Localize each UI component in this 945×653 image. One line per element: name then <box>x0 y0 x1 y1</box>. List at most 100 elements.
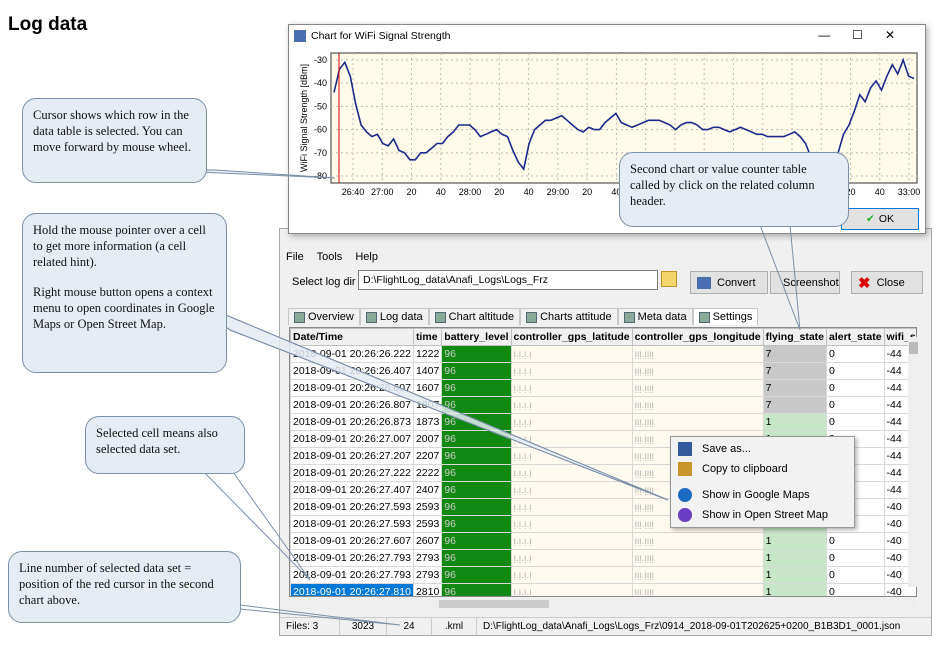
table-cell[interactable]: ᴉᴉᴉ.ᴉᴉᴉᴉ <box>631 583 764 596</box>
tab-chart-altitude[interactable]: Chart altitude <box>428 308 521 325</box>
folder-open-icon[interactable] <box>661 271 677 287</box>
table-cell[interactable]: ᴉᴉᴉ.ᴉᴉᴉᴉ <box>631 413 764 431</box>
table-cell[interactable]: 2018-09-01 20:26:27.007 <box>290 430 414 448</box>
table-cell[interactable]: 2810 <box>412 583 443 596</box>
menu-save-as[interactable]: Save as... <box>671 439 854 459</box>
table-cell[interactable]: -44 <box>883 430 916 448</box>
table-cell[interactable]: 2018-09-01 20:26:27.793 <box>290 566 414 584</box>
table-cell[interactable]: 96 <box>441 532 512 550</box>
table-cell[interactable]: ᴉ.ᴉ.ᴉ.ᴉ <box>510 566 633 584</box>
table-cell[interactable]: 96 <box>441 498 512 516</box>
table-cell[interactable]: 1407 <box>412 362 443 380</box>
table-cell[interactable]: 2018-09-01 20:26:27.593 <box>290 498 414 516</box>
table-cell[interactable]: ᴉᴉᴉ.ᴉᴉᴉᴉ <box>631 549 764 567</box>
table-cell[interactable]: 1 <box>762 413 828 431</box>
y-tick-label: -50 <box>314 101 327 111</box>
table-row[interactable]: 2018-09-01 20:26:27.810 2810 96 ᴉ.ᴉ.ᴉ.ᴉ ᴉᴉᴉ.… <box>290 583 916 596</box>
y-axis-label: WiFi Signal Strength [dBm] <box>299 64 309 172</box>
table-cell[interactable]: ᴉ.ᴉ.ᴉ.ᴉ <box>510 447 633 465</box>
vertical-scrollbar[interactable] <box>908 337 919 587</box>
close-button[interactable]: ✖ Close <box>851 271 923 294</box>
table-cell[interactable]: -44 <box>883 464 916 482</box>
menu-google-maps[interactable]: Show in Google Maps <box>671 485 854 505</box>
callout-hover-text: Right mouse button opens a context menu … <box>33 285 215 331</box>
table-cell[interactable]: -44 <box>883 345 916 363</box>
scroll-thumb[interactable] <box>439 600 549 608</box>
close-icon[interactable]: ✕ <box>884 28 917 42</box>
table-cell[interactable]: 1 <box>762 583 828 596</box>
tab-settings[interactable]: Settings <box>692 308 759 325</box>
table-cell[interactable]: 96 <box>441 430 512 448</box>
minimize-icon[interactable]: — <box>818 28 853 42</box>
column-header[interactable]: controller_gps_latitude <box>510 328 633 346</box>
column-header[interactable]: Date/Time <box>290 328 414 346</box>
table-cell[interactable]: ᴉᴉᴉ.ᴉᴉᴉᴉ <box>631 566 764 584</box>
table-cell[interactable]: ᴉ.ᴉ.ᴉ.ᴉ <box>510 583 633 596</box>
table-cell[interactable]: ᴉ.ᴉ.ᴉ.ᴉ <box>510 515 633 533</box>
tab-overview[interactable]: Overview <box>288 308 360 325</box>
table-cell[interactable]: 1 <box>762 532 828 550</box>
table-cell[interactable]: ᴉ.ᴉ.ᴉ.ᴉ <box>510 362 633 380</box>
chart-icon <box>526 311 538 323</box>
table-cell[interactable]: 2018-09-01 20:26:26.873 <box>290 413 414 431</box>
table-cell[interactable]: ᴉᴉᴉ.ᴉᴉᴉᴉ <box>631 362 764 380</box>
log-dir-input[interactable]: D:\FlightLog_data\Anafi_Logs\Logs_Frz <box>358 270 658 290</box>
table-icon <box>365 311 377 323</box>
column-header[interactable]: controller_gps_longitude <box>631 328 764 346</box>
maximize-icon[interactable]: ☐ <box>852 28 885 42</box>
table-cell[interactable]: ᴉᴉᴉ.ᴉᴉᴉᴉ <box>631 379 764 397</box>
table-cell[interactable]: 2222 <box>412 464 443 482</box>
table-cell[interactable]: 1873 <box>412 413 443 431</box>
table-cell[interactable]: 96 <box>441 447 512 465</box>
table-cell[interactable]: 96 <box>441 515 512 533</box>
table-cell[interactable]: 2593 <box>412 515 443 533</box>
table-cell[interactable]: -40 <box>883 515 916 533</box>
screenshot-button[interactable]: Screenshot <box>770 271 840 294</box>
chart-titlebar: Chart for WiFi Signal Strength <box>289 25 925 47</box>
column-header[interactable]: time <box>412 328 443 346</box>
tab-log-data[interactable]: Log data <box>359 308 429 325</box>
y-tick-label: -30 <box>314 55 327 65</box>
menu-tools[interactable]: Tools <box>316 251 343 263</box>
table-cell[interactable]: 2018-09-01 20:26:27.222 <box>290 464 414 482</box>
horizontal-scrollbar[interactable] <box>289 599 917 609</box>
menu-label: Copy to clipboard <box>702 463 788 475</box>
x-tick-label: 40 <box>611 187 621 197</box>
table-cell[interactable]: 2593 <box>412 498 443 516</box>
menu-open-street-map[interactable]: Show in Open Street Map <box>671 505 854 525</box>
table-cell[interactable]: 96 <box>441 379 512 397</box>
tab-charts-attitude[interactable]: Charts attitude <box>520 308 618 325</box>
table-row[interactable]: 2018-09-01 20:26:26.807180796ᴉ.ᴉ.ᴉ.ᴉᴉᴉᴉ.… <box>290 396 916 414</box>
table-cell[interactable]: 7 <box>762 345 828 363</box>
ok-button[interactable]: ✔ OK <box>841 208 919 230</box>
table-cell[interactable]: 2018-09-01 20:26:27.810 <box>290 583 414 596</box>
table-cell[interactable]: 96 <box>441 583 512 596</box>
table-cell[interactable]: 1 <box>762 549 828 567</box>
table-cell[interactable]: ᴉ.ᴉ.ᴉ.ᴉ <box>510 345 633 363</box>
table-cell[interactable]: -44 <box>883 362 916 380</box>
table-cell[interactable]: ᴉ.ᴉ.ᴉ.ᴉ <box>510 532 633 550</box>
table-cell[interactable]: -44 <box>883 481 916 499</box>
scroll-thumb[interactable] <box>909 342 918 354</box>
table-cell[interactable]: ᴉ.ᴉ.ᴉ.ᴉ <box>510 498 633 516</box>
table-cell[interactable]: -44 <box>883 396 916 414</box>
column-header[interactable]: alert_state <box>826 328 885 346</box>
table-cell[interactable]: 7 <box>762 379 828 397</box>
table-cell[interactable]: ᴉᴉᴉ.ᴉᴉᴉᴉ <box>631 396 764 414</box>
tab-meta-data[interactable]: Meta data <box>617 308 693 325</box>
menu-help[interactable]: Help <box>355 251 378 263</box>
table-cell[interactable]: 2793 <box>412 549 443 567</box>
convert-button[interactable]: Convert <box>690 271 768 294</box>
table-cell[interactable]: 2607 <box>412 532 443 550</box>
table-cell[interactable]: -40 <box>883 583 916 596</box>
menu-file[interactable]: File <box>286 251 304 263</box>
table-cell[interactable]: ᴉ.ᴉ.ᴉ.ᴉ <box>510 396 633 414</box>
table-cell[interactable]: 2793 <box>412 566 443 584</box>
table-cell[interactable]: 2407 <box>412 481 443 499</box>
menu-copy-clipboard[interactable]: Copy to clipboard <box>671 459 854 479</box>
table-cell[interactable]: 96 <box>441 396 512 414</box>
column-header[interactable]: battery_level <box>441 328 512 346</box>
tab-label: Overview <box>308 311 354 323</box>
table-cell[interactable]: 96 <box>441 481 512 499</box>
table-cell[interactable]: 2007 <box>412 430 443 448</box>
